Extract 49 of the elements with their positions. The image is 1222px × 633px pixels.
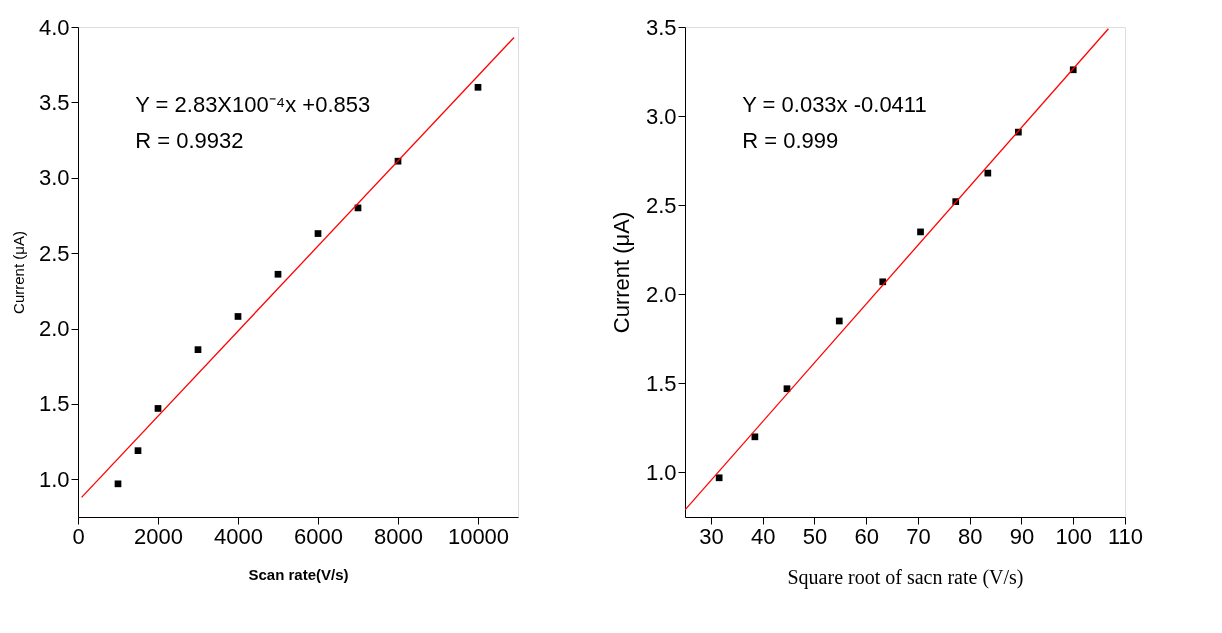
x-tick-label: 8000 [374,523,423,549]
y-tick-label: 3.0 [645,103,677,129]
x-axis-title: Square root of sacn rate (V/s) [787,565,1024,589]
point [715,474,723,482]
y-axis-title: Current (μA) [9,231,27,314]
x-tick-label: 6000 [294,523,343,549]
point [917,228,924,236]
x-tick-label: 0 [72,523,85,549]
x-tick-label: 60 [854,523,879,549]
y-tick-label: 1.0 [645,459,677,485]
x-axis-title: Scan rate(V/s) [248,565,349,583]
point [314,230,322,237]
x-tick-label: 50 [802,523,828,549]
annotation: Y = 0.033x -0.0411 [742,92,927,118]
y-tick-label: 1.0 [38,466,70,492]
point [234,313,242,320]
x-tick-label: 90 [1009,523,1035,549]
x-tick-label: 2000 [134,523,183,549]
point [984,169,992,177]
y-tick-label: 1.5 [645,370,677,396]
x-tick-label: 100 [1055,523,1093,549]
y-tick-label: 3.5 [645,14,677,40]
point [154,405,162,412]
y-axis-title: Current (μA) [608,211,634,334]
y-tick-label: 4.0 [38,14,70,40]
annotation: R = 0.999 [742,128,839,154]
y-tick-label: 2.0 [38,316,70,342]
x-tick-label: 80 [957,523,983,549]
point [474,83,482,91]
x-tick-label: 10000 [447,523,510,549]
x-tick-label: 4000 [214,523,263,549]
annotation: R = 0.9932 [135,128,244,154]
y-tick-label: 2.0 [645,281,677,307]
y-tick-label: 2.5 [38,240,70,266]
point [194,346,202,353]
x-tick-label: 70 [906,523,931,549]
annotation: Y = 2.83X100⁻⁴x +0.853 [135,92,371,118]
point [134,447,142,455]
point [114,480,122,488]
y-tick-label: 3.5 [38,89,70,115]
y-tick-label: 3.0 [38,165,70,191]
x-tick-label: 40 [750,523,776,549]
point [274,270,282,278]
point [835,317,843,325]
point [751,433,759,441]
y-tick-label: 1.5 [38,391,70,417]
x-tick-label: 30 [699,523,724,549]
x-tick-label: 110 [1107,523,1144,549]
y-tick-label: 2.5 [645,192,677,218]
